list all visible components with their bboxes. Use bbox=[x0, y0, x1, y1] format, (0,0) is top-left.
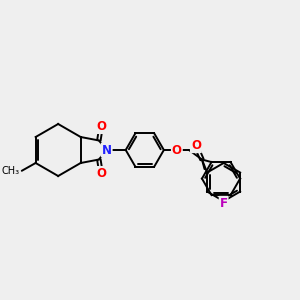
Text: N: N bbox=[102, 143, 112, 157]
Text: O: O bbox=[96, 120, 106, 133]
Text: CH₃: CH₃ bbox=[2, 166, 20, 176]
Text: O: O bbox=[96, 167, 106, 180]
Text: F: F bbox=[220, 197, 228, 210]
Text: O: O bbox=[172, 143, 182, 157]
Text: O: O bbox=[191, 139, 201, 152]
